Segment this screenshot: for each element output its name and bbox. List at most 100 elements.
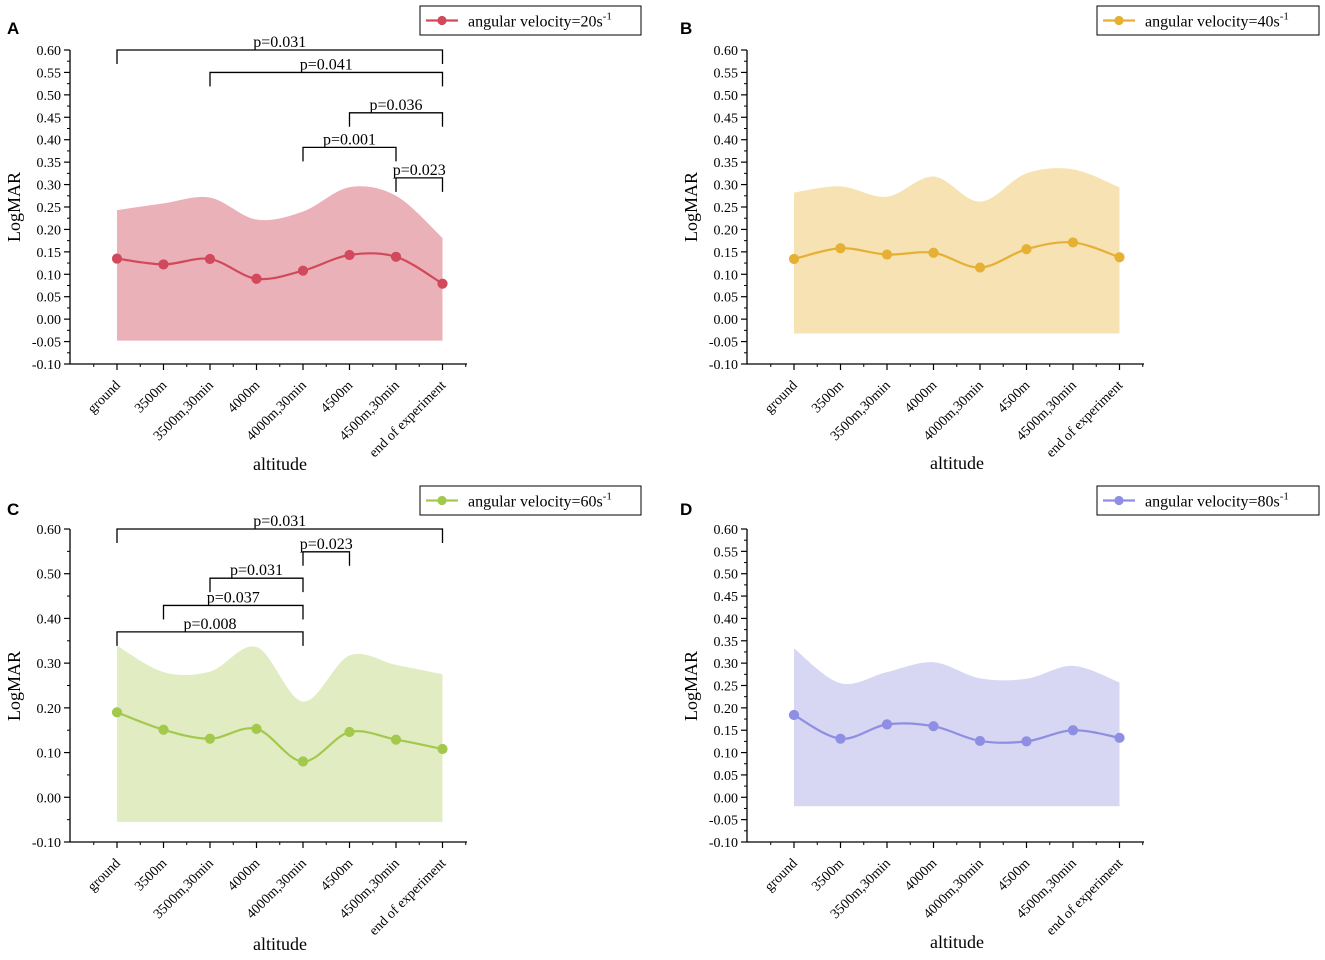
data-point [974, 735, 986, 747]
data-point [158, 724, 169, 735]
y-tick-label: -0.10 [709, 358, 738, 373]
y-tick-label: -0.05 [32, 336, 61, 351]
y-tick-label: 0.30 [714, 657, 739, 672]
legend: angular velocity=60s-1 [419, 485, 642, 516]
y-tick-label: 0.45 [714, 111, 739, 126]
p-value-label: p=0.037 [207, 589, 260, 606]
data-point [835, 733, 846, 744]
x-axis-title: altitude [930, 453, 984, 473]
panel-letter: A [7, 19, 19, 38]
legend: angular velocity=80s-1 [1096, 485, 1320, 516]
confidence-band [794, 648, 1120, 807]
legend-label: angular velocity=20s-1 [468, 11, 612, 31]
data-point [390, 251, 402, 262]
y-tick-label: 0.00 [37, 313, 62, 328]
y-tick-label: 0.35 [714, 156, 739, 171]
y-tick-label: 0.30 [714, 179, 739, 194]
legend-label: angular velocity=60s-1 [468, 491, 612, 511]
data-point [1067, 237, 1079, 248]
data-point [1021, 244, 1032, 255]
significance-bracket [302, 146, 397, 162]
y-tick-label: 0.25 [714, 680, 739, 695]
y-tick-label: 0.40 [37, 134, 62, 149]
significance-bracket [395, 177, 444, 192]
significance-bracket [116, 528, 444, 543]
data-point [788, 253, 800, 265]
data-point [1021, 736, 1032, 747]
data-point [251, 723, 262, 734]
y-tick-label: 0.20 [714, 702, 739, 717]
y-tick-label: -0.10 [709, 836, 738, 851]
y-tick-label: 0.55 [37, 66, 62, 81]
y-tick-label: 0.20 [37, 702, 62, 717]
data-point [437, 278, 448, 289]
panel-a: A -0.10 -0.05 0.00 0.05 0.10 0.15 0.20 0.25 0.30 0… [4, 5, 642, 474]
legend-marker [437, 495, 447, 506]
x-tick-label: 4000m [902, 378, 940, 416]
y-tick-label: 0.60 [714, 44, 739, 59]
y-tick-label: 0.50 [714, 89, 739, 104]
y-tick-label: 0.60 [714, 523, 739, 538]
legend: angular velocity=40s-1 [1096, 5, 1320, 36]
data-point [788, 709, 800, 721]
y-tick-label: 0.05 [37, 291, 62, 306]
data-point [204, 253, 216, 265]
x-axis-title: altitude [930, 932, 984, 952]
y-tick-label: 0.45 [714, 590, 739, 605]
data-point [297, 756, 309, 767]
y-tick-label: 0.05 [714, 291, 739, 306]
x-tick-label: 3500m [132, 856, 170, 894]
x-tick-label: 3500m [132, 378, 170, 416]
y-tick-label: 0.10 [37, 268, 62, 283]
significance-bracket [116, 49, 444, 64]
data-point [344, 726, 355, 738]
y-tick-label: 0.35 [714, 635, 739, 650]
y-tick-label: 0.50 [714, 568, 739, 583]
p-value-label: p=0.041 [300, 56, 353, 73]
p-value-label: p=0.036 [369, 97, 422, 114]
x-tick-label: ground [762, 856, 801, 895]
y-tick-label: 0.20 [714, 223, 739, 238]
x-tick-label: 4000m [902, 856, 940, 894]
significance-bracket [116, 631, 304, 646]
y-tick-label: 0.25 [714, 201, 739, 216]
x-tick-label: 4500m [995, 378, 1033, 416]
y-tick-label: 0.15 [714, 246, 739, 261]
y-tick-label: 0.10 [714, 747, 739, 762]
legend-box [419, 485, 642, 516]
y-axis-title: LogMAR [4, 172, 24, 242]
significance-bracket [209, 577, 304, 593]
confidence-band [794, 168, 1120, 334]
x-axis-title: altitude [253, 454, 307, 474]
y-tick-label: 0.20 [37, 223, 62, 238]
y-tick-label: 0.60 [37, 44, 62, 59]
y-tick-label: 0.55 [714, 545, 739, 560]
y-tick-label: 0.50 [37, 89, 62, 104]
y-tick-label: 0.00 [714, 313, 739, 328]
y-tick-label: 0.60 [37, 523, 62, 538]
legend-marker [1114, 495, 1124, 506]
data-point [1114, 252, 1125, 263]
significance-bracket [162, 604, 304, 620]
panel-letter: C [7, 500, 19, 519]
y-tick-label: 0.40 [37, 612, 62, 627]
y-tick-label: -0.10 [32, 836, 61, 851]
panel-letter: D [680, 500, 692, 519]
y-tick-label: -0.05 [709, 814, 738, 829]
panel-d: D -0.10 -0.05 0.00 0.05 0.10 0.15 0.20 0.25 0.30 0… [680, 485, 1320, 952]
y-axis-title: LogMAR [681, 172, 701, 242]
x-tick-label: 4000m [225, 856, 263, 894]
y-tick-label: 0.10 [37, 747, 62, 762]
data-point [437, 743, 448, 755]
data-point [928, 247, 939, 258]
legend-marker [1114, 15, 1124, 26]
legend-label: angular velocity=40s-1 [1145, 11, 1289, 31]
data-point [881, 249, 893, 260]
y-tick-label: 0.50 [37, 568, 62, 583]
x-tick-label: 4500m [995, 856, 1033, 894]
p-value-label: p=0.031 [253, 513, 306, 530]
p-value-label: p=0.023 [393, 162, 446, 179]
data-point [390, 734, 402, 745]
